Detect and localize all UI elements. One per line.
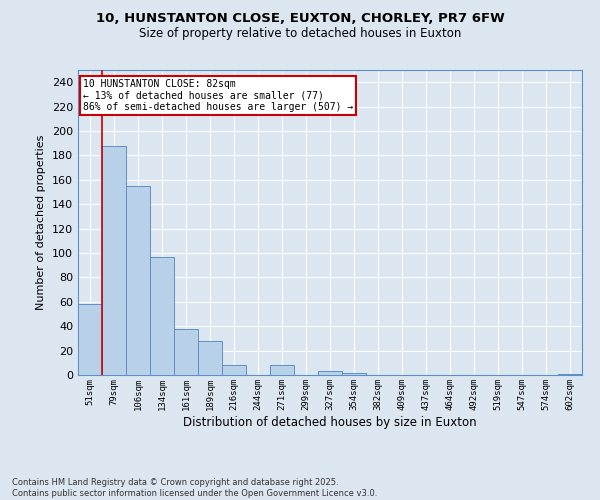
Bar [126,186,150,375]
Bar [318,372,342,375]
Y-axis label: Number of detached properties: Number of detached properties [37,135,46,310]
Text: Contains HM Land Registry data © Crown copyright and database right 2025.
Contai: Contains HM Land Registry data © Crown c… [12,478,377,498]
Bar [342,372,366,375]
Bar [78,304,102,375]
Text: 10, HUNSTANTON CLOSE, EUXTON, CHORLEY, PR7 6FW: 10, HUNSTANTON CLOSE, EUXTON, CHORLEY, P… [95,12,505,26]
Bar [558,374,582,375]
Bar [270,365,294,375]
Bar [174,328,198,375]
Text: 10 HUNSTANTON CLOSE: 82sqm
← 13% of detached houses are smaller (77)
86% of semi: 10 HUNSTANTON CLOSE: 82sqm ← 13% of deta… [83,79,353,112]
Bar [150,256,174,375]
Bar [198,341,222,375]
Bar [222,365,246,375]
X-axis label: Distribution of detached houses by size in Euxton: Distribution of detached houses by size … [183,416,477,428]
Text: Size of property relative to detached houses in Euxton: Size of property relative to detached ho… [139,28,461,40]
Bar [102,146,126,375]
